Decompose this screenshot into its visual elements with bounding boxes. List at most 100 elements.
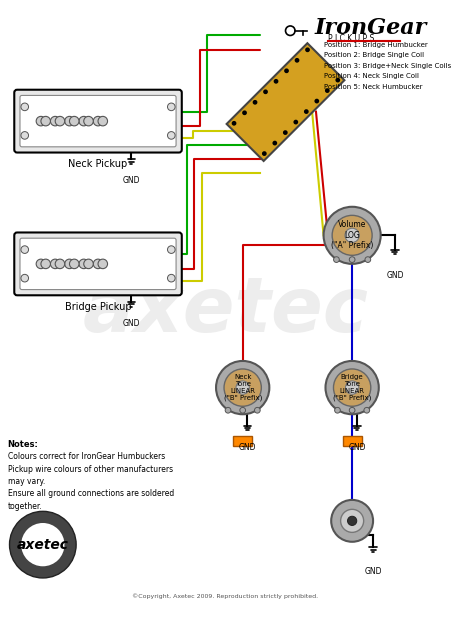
Text: together.: together.	[8, 502, 42, 511]
FancyBboxPatch shape	[20, 238, 176, 289]
Circle shape	[55, 116, 65, 126]
Text: Position 5: Neck Humbucker: Position 5: Neck Humbucker	[324, 84, 422, 90]
Circle shape	[273, 141, 277, 145]
Text: Volume
LOG
("A" Prefix): Volume LOG ("A" Prefix)	[331, 220, 374, 250]
Circle shape	[167, 246, 175, 253]
Circle shape	[262, 151, 267, 156]
Circle shape	[334, 369, 371, 406]
Text: Position 3: Bridge+Neck Single Coils: Position 3: Bridge+Neck Single Coils	[324, 63, 451, 69]
Text: Neck
Tone
LINEAR
("B" Prefix): Neck Tone LINEAR ("B" Prefix)	[224, 374, 262, 401]
Circle shape	[283, 130, 288, 135]
Circle shape	[70, 116, 79, 126]
Circle shape	[341, 509, 364, 532]
Text: Colours correct for IronGear Humbuckers: Colours correct for IronGear Humbuckers	[8, 452, 165, 461]
Circle shape	[98, 259, 108, 269]
Circle shape	[332, 215, 372, 255]
Circle shape	[349, 256, 355, 263]
Text: Bridge
Tone
LINEAR
("B" Prefix): Bridge Tone LINEAR ("B" Prefix)	[333, 374, 371, 401]
Text: IronGear: IronGear	[314, 17, 427, 39]
Circle shape	[216, 361, 269, 414]
Circle shape	[84, 259, 93, 269]
Circle shape	[93, 259, 103, 269]
Circle shape	[232, 121, 237, 125]
Text: GND: GND	[123, 319, 140, 328]
Circle shape	[36, 116, 46, 126]
Circle shape	[65, 116, 74, 126]
Circle shape	[50, 116, 60, 126]
Bar	[233, 436, 252, 446]
FancyBboxPatch shape	[14, 232, 182, 296]
Text: GND: GND	[348, 443, 365, 452]
Circle shape	[167, 103, 175, 111]
Circle shape	[263, 89, 268, 94]
Circle shape	[50, 259, 60, 269]
Circle shape	[167, 274, 175, 282]
Circle shape	[236, 381, 249, 394]
Circle shape	[41, 116, 50, 126]
Circle shape	[331, 500, 373, 542]
Bar	[343, 436, 362, 446]
Text: may vary.: may vary.	[8, 477, 45, 486]
Circle shape	[284, 68, 289, 73]
Circle shape	[255, 407, 260, 413]
Circle shape	[346, 381, 359, 394]
Circle shape	[335, 407, 340, 413]
Circle shape	[273, 79, 278, 84]
Circle shape	[93, 116, 103, 126]
Text: GND: GND	[386, 271, 404, 281]
Text: Notes:: Notes:	[8, 440, 38, 449]
Text: ©Copyright, Axetec 2009. Reproduction strictly prohibited.: ©Copyright, Axetec 2009. Reproduction st…	[133, 593, 319, 599]
Text: P I C K U P S: P I C K U P S	[328, 34, 374, 43]
Text: Pickup wire colours of other manufacturers: Pickup wire colours of other manufacture…	[8, 465, 173, 474]
Circle shape	[84, 116, 93, 126]
Circle shape	[167, 132, 175, 139]
Circle shape	[79, 116, 89, 126]
Text: Position 2: Bridge Single Coil: Position 2: Bridge Single Coil	[324, 52, 424, 58]
Circle shape	[240, 407, 246, 413]
Circle shape	[242, 111, 247, 115]
Circle shape	[293, 120, 298, 124]
Circle shape	[21, 246, 28, 253]
Circle shape	[326, 361, 379, 414]
Circle shape	[21, 132, 28, 139]
Circle shape	[55, 259, 65, 269]
Circle shape	[9, 511, 76, 578]
Circle shape	[36, 259, 46, 269]
Circle shape	[79, 259, 89, 269]
FancyBboxPatch shape	[14, 89, 182, 153]
Circle shape	[224, 369, 261, 406]
Circle shape	[336, 78, 340, 83]
Circle shape	[364, 407, 370, 413]
Circle shape	[70, 259, 79, 269]
Circle shape	[295, 58, 300, 63]
FancyBboxPatch shape	[20, 96, 176, 147]
Circle shape	[41, 259, 50, 269]
Circle shape	[314, 99, 319, 104]
Circle shape	[21, 274, 28, 282]
Text: Position 4: Neck Single Coil: Position 4: Neck Single Coil	[324, 73, 419, 79]
Polygon shape	[227, 43, 345, 161]
Text: GND: GND	[365, 566, 382, 576]
Text: Neck Pickup: Neck Pickup	[68, 159, 128, 169]
Circle shape	[334, 256, 339, 263]
Circle shape	[65, 259, 74, 269]
Circle shape	[347, 516, 357, 525]
Text: axetec: axetec	[82, 274, 369, 348]
Circle shape	[21, 103, 28, 111]
Circle shape	[21, 523, 64, 566]
Circle shape	[325, 88, 330, 93]
Circle shape	[324, 207, 381, 264]
Text: GND: GND	[123, 176, 140, 185]
Circle shape	[304, 109, 309, 114]
Text: axetec: axetec	[17, 538, 69, 551]
Circle shape	[305, 47, 310, 52]
Text: Ensure all ground connections are soldered: Ensure all ground connections are solder…	[8, 489, 174, 499]
Circle shape	[225, 407, 231, 413]
Circle shape	[345, 228, 359, 242]
Text: GND: GND	[239, 443, 256, 452]
Circle shape	[98, 116, 108, 126]
Text: Position 1: Bridge Humbucker: Position 1: Bridge Humbucker	[324, 42, 428, 48]
Text: Bridge Pickup: Bridge Pickup	[65, 302, 131, 312]
Circle shape	[253, 100, 257, 105]
Circle shape	[365, 256, 371, 263]
